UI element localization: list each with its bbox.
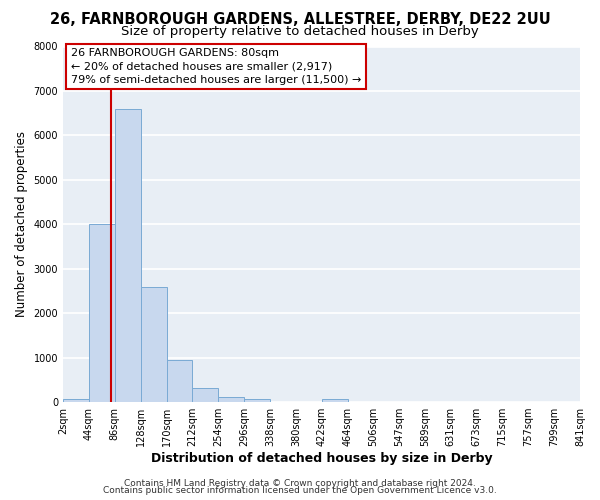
Bar [193,388,218,402]
Bar [244,398,270,402]
Bar [167,360,193,402]
Text: 26 FARNBOROUGH GARDENS: 80sqm
← 20% of detached houses are smaller (2,917)
79% o: 26 FARNBOROUGH GARDENS: 80sqm ← 20% of d… [71,48,361,84]
Bar [115,108,140,402]
Bar [322,399,348,402]
Text: Size of property relative to detached houses in Derby: Size of property relative to detached ho… [121,25,479,38]
Bar [218,396,244,402]
Text: Contains HM Land Registry data © Crown copyright and database right 2024.: Contains HM Land Registry data © Crown c… [124,478,476,488]
X-axis label: Distribution of detached houses by size in Derby: Distribution of detached houses by size … [151,452,493,465]
Bar [89,224,115,402]
Y-axis label: Number of detached properties: Number of detached properties [15,132,28,318]
Text: 26, FARNBOROUGH GARDENS, ALLESTREE, DERBY, DE22 2UU: 26, FARNBOROUGH GARDENS, ALLESTREE, DERB… [50,12,550,28]
Bar [140,286,167,402]
Text: Contains public sector information licensed under the Open Government Licence v3: Contains public sector information licen… [103,486,497,495]
Bar [63,399,89,402]
